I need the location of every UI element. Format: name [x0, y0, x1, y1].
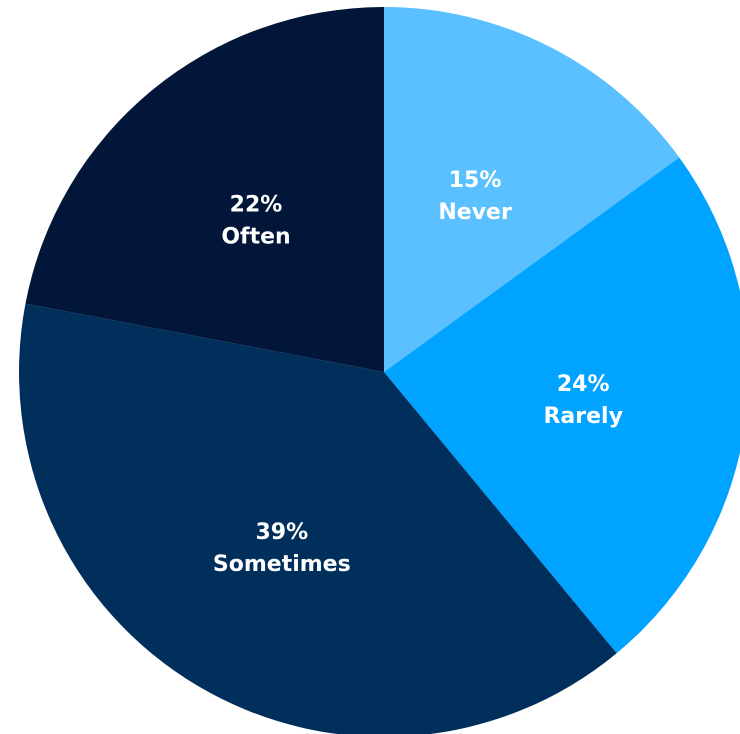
pie-slice-never-value-label: 15% [449, 168, 502, 193]
pie-slice-never-category-label: Never [438, 200, 512, 225]
pie-slice-rarely-category-label: Rarely [543, 404, 622, 429]
pie-slice-sometimes-category-label: Sometimes [213, 552, 351, 577]
pie-labels: 15% Never 24% Rarely 39% Sometimes 22% Often [213, 168, 623, 577]
pie-slice-often-category-label: Often [221, 224, 290, 249]
pie-slice-never [384, 7, 680, 372]
pie-slice-often [25, 7, 384, 372]
pie-slices [19, 7, 740, 734]
pie-slice-rarely [384, 157, 740, 654]
pie-slice-sometimes [19, 303, 617, 734]
pie-slice-rarely-value-label: 24% [557, 372, 610, 397]
pie-slice-often-value-label: 22% [230, 192, 283, 217]
pie-slice-sometimes-value-label: 39% [255, 520, 308, 545]
